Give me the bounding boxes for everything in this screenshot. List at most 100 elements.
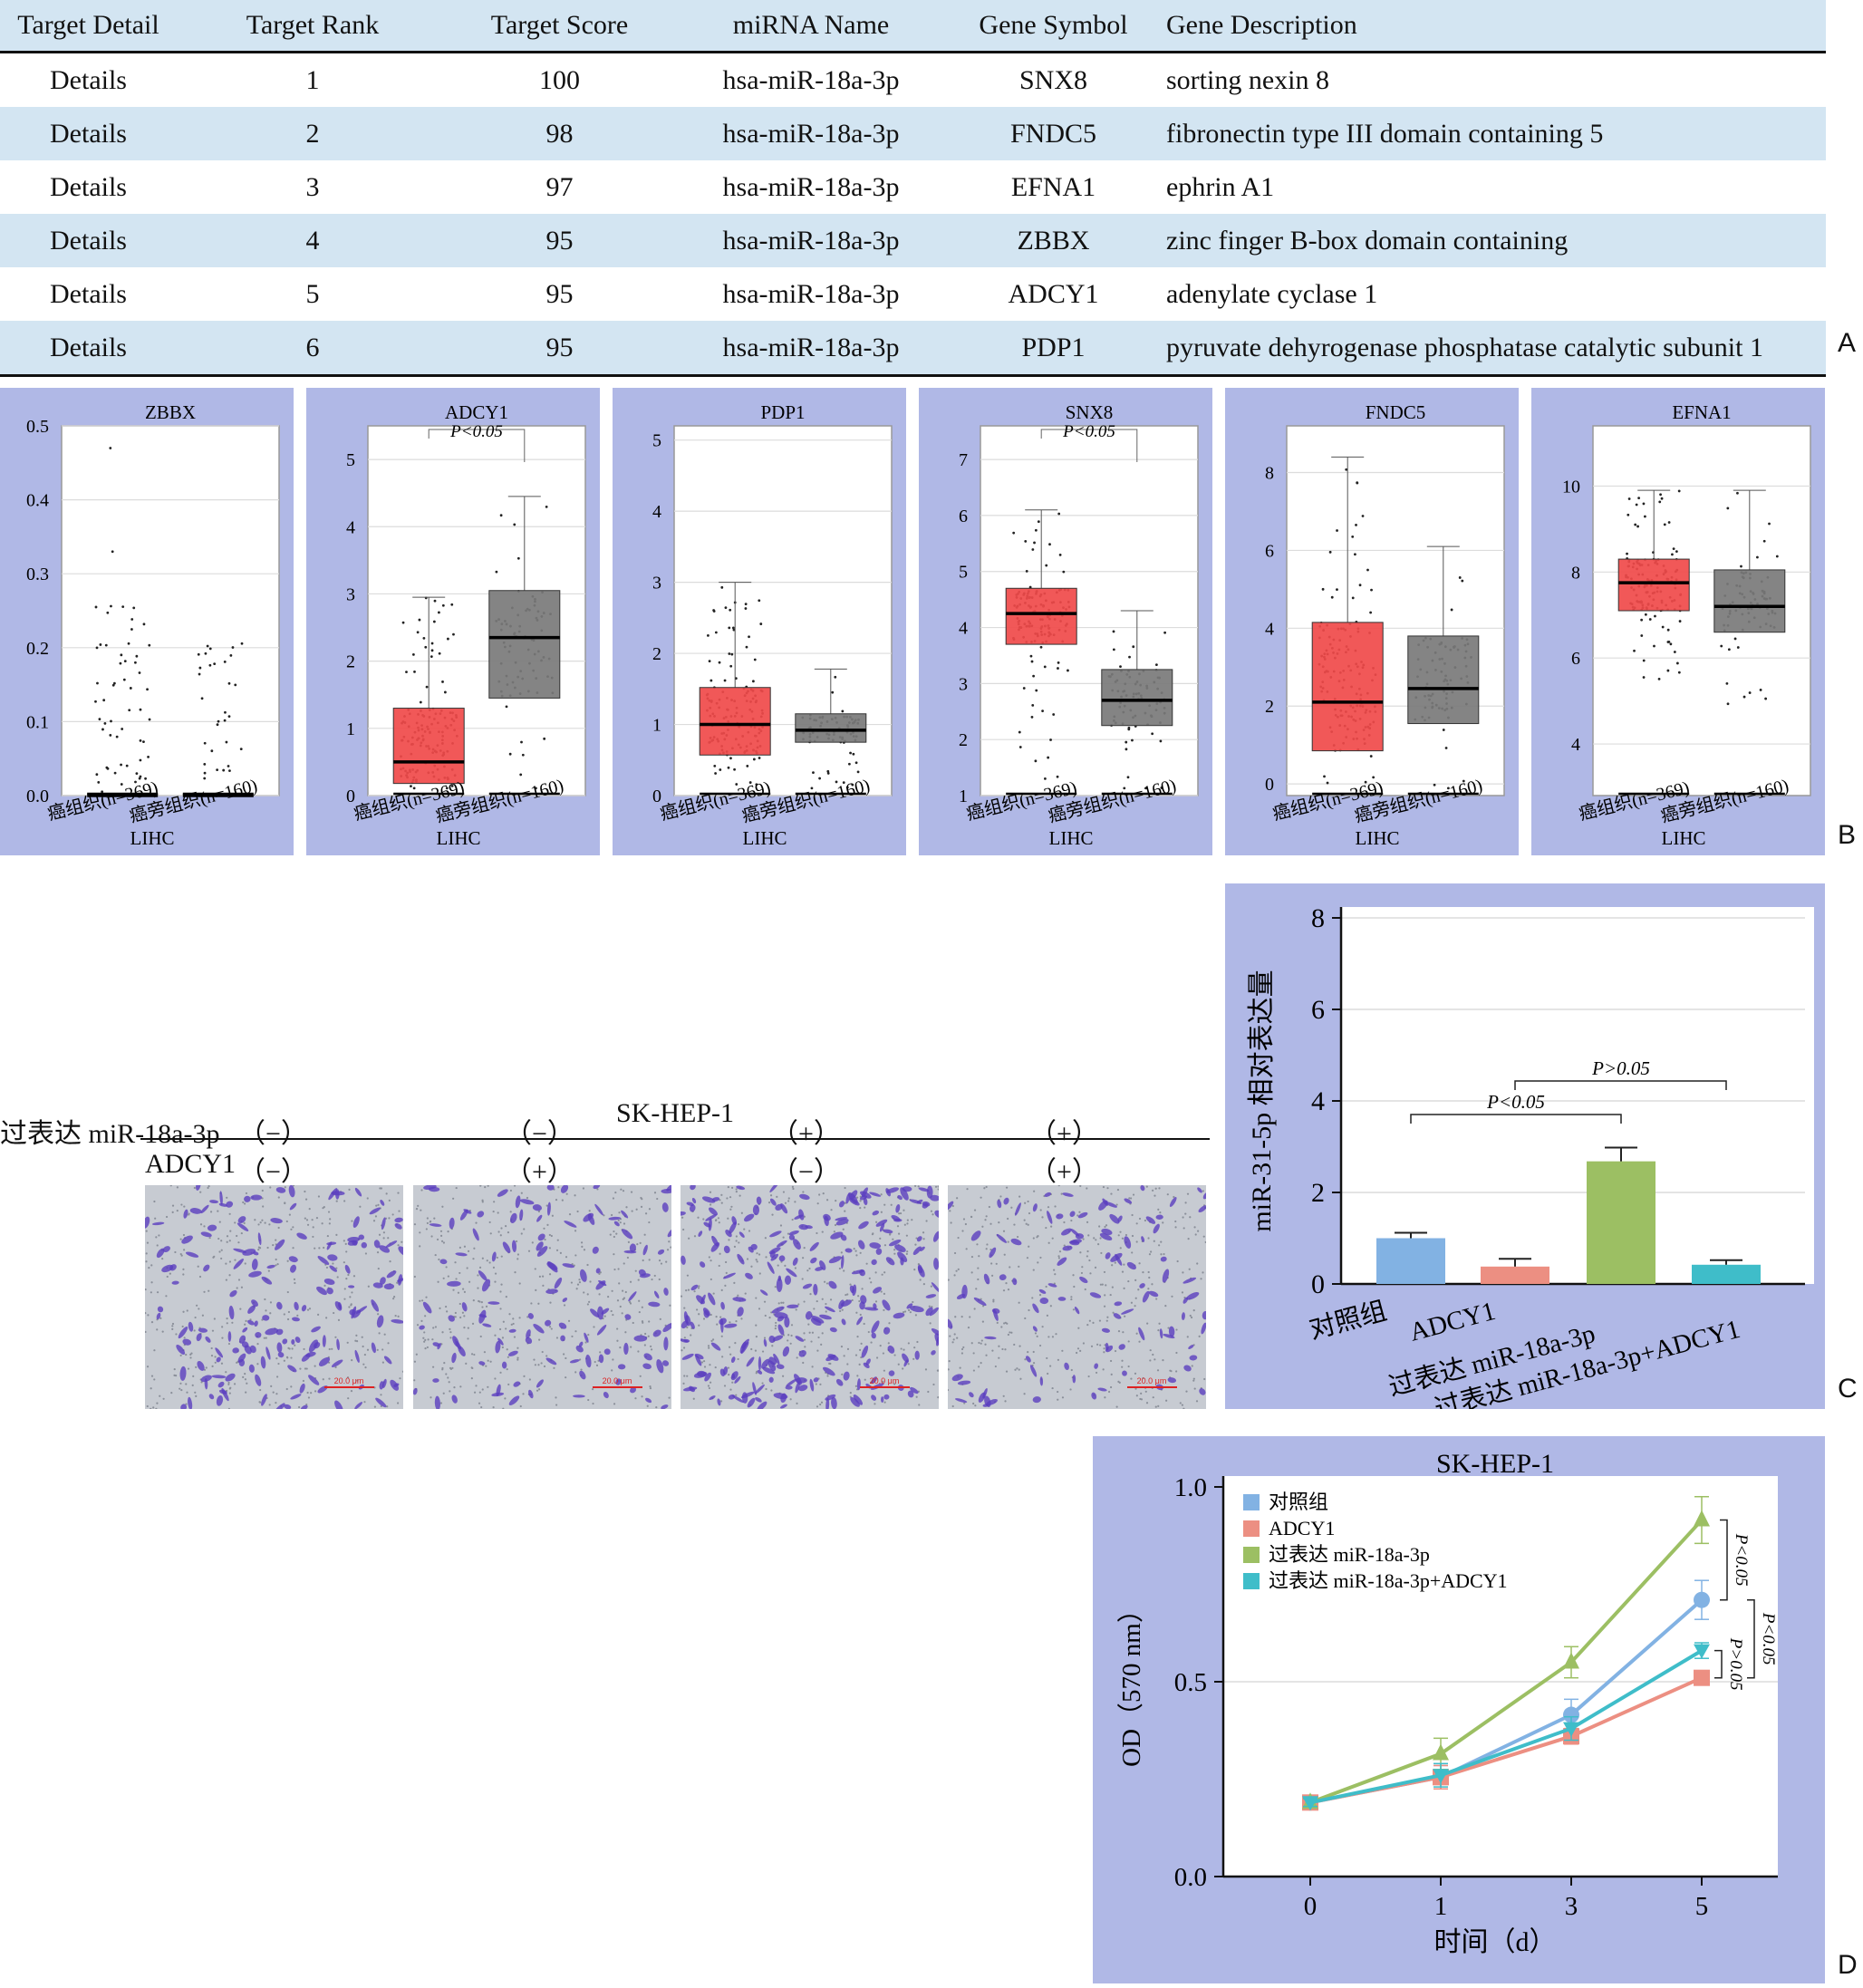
stained-cell — [784, 1316, 790, 1328]
data-point — [198, 672, 201, 676]
pore — [227, 1381, 230, 1385]
table-cell[interactable]: Details — [0, 214, 177, 267]
stained-cell — [221, 1387, 229, 1402]
table-cell[interactable]: Details — [0, 321, 177, 377]
stained-cell — [352, 1216, 360, 1228]
pore — [631, 1210, 633, 1212]
stained-cell — [211, 1375, 227, 1379]
table-row: Details 4 95 hsa-miR-18a-3p ZBBX zinc finger … — [0, 214, 1826, 267]
stained-cell — [784, 1275, 792, 1286]
stained-cell — [472, 1228, 479, 1241]
pore — [715, 1219, 718, 1221]
pore — [613, 1268, 616, 1271]
pore — [1115, 1405, 1118, 1408]
pore — [442, 1392, 445, 1394]
data-point — [119, 661, 122, 665]
data-point — [203, 741, 207, 745]
pore — [145, 1330, 147, 1334]
stained-cell — [1139, 1283, 1145, 1288]
data-point — [1637, 497, 1641, 500]
pore — [283, 1313, 285, 1316]
pore — [512, 1317, 515, 1320]
stained-cell — [1145, 1216, 1156, 1224]
pore — [226, 1235, 229, 1238]
table-cell[interactable]: Details — [50, 171, 127, 202]
pore — [922, 1231, 925, 1234]
pore — [541, 1275, 545, 1278]
stained-cell — [228, 1305, 235, 1320]
y-axis-label: OD（570 nm） — [1117, 1597, 1146, 1767]
pore — [391, 1213, 394, 1216]
pore — [1121, 1359, 1124, 1362]
pore — [433, 1217, 436, 1220]
pore — [937, 1185, 939, 1188]
pore — [1130, 1377, 1133, 1380]
pore — [294, 1344, 296, 1346]
box-plot-svg: ZBBX0.00.10.20.30.40.5癌组织(n=369)癌旁组织(n=1… — [26, 401, 280, 849]
data-point — [1736, 646, 1740, 649]
table-cell[interactable]: Details — [50, 278, 127, 309]
stained-cell — [495, 1340, 501, 1354]
pore — [758, 1308, 761, 1310]
stained-cell — [895, 1203, 901, 1213]
data-point — [1742, 695, 1746, 699]
stained-cell — [536, 1379, 544, 1388]
pore — [264, 1298, 266, 1301]
data-point — [113, 771, 117, 775]
pore — [463, 1315, 466, 1317]
pore — [611, 1213, 613, 1217]
pore — [870, 1341, 873, 1344]
pore — [898, 1212, 901, 1215]
pore — [1135, 1240, 1138, 1243]
stained-cell — [545, 1319, 552, 1327]
pore — [434, 1253, 437, 1257]
pore — [335, 1267, 338, 1269]
data-point — [239, 748, 243, 751]
series-line — [1309, 1519, 1704, 1805]
pore — [1086, 1187, 1088, 1190]
pore — [174, 1250, 177, 1254]
pore — [481, 1306, 484, 1308]
pore — [728, 1239, 730, 1241]
pore — [1086, 1221, 1089, 1223]
stained-cell — [771, 1306, 785, 1314]
pore — [226, 1317, 228, 1320]
data-point — [95, 773, 99, 777]
pore — [789, 1342, 792, 1345]
pore — [912, 1357, 915, 1360]
pore — [621, 1312, 623, 1315]
y-tick-label: 0.2 — [26, 639, 49, 659]
pore — [1123, 1287, 1125, 1289]
pore — [731, 1186, 734, 1190]
table-cell[interactable]: Details — [0, 107, 177, 160]
pore — [1094, 1266, 1097, 1269]
pore — [334, 1366, 337, 1369]
pore — [995, 1262, 998, 1265]
stained-cell — [661, 1202, 669, 1212]
stained-cell — [737, 1307, 744, 1317]
pore — [420, 1319, 423, 1322]
table-cell[interactable]: Details — [50, 64, 127, 95]
data-point — [1563, 1722, 1579, 1737]
pore — [1155, 1298, 1158, 1300]
data-point — [94, 700, 97, 703]
stained-cell — [1167, 1377, 1177, 1384]
pore — [592, 1402, 594, 1405]
stained-cell — [793, 1239, 801, 1250]
pore — [262, 1205, 265, 1208]
pore — [924, 1368, 928, 1371]
data-point — [1675, 661, 1679, 665]
stained-cell — [769, 1250, 776, 1259]
data-point — [1673, 651, 1676, 653]
pore — [687, 1288, 690, 1291]
pore — [954, 1316, 957, 1318]
stained-cell — [236, 1222, 249, 1231]
stained-cell — [361, 1241, 367, 1249]
stained-cell — [391, 1319, 403, 1324]
pore — [459, 1385, 462, 1388]
stained-cell — [825, 1397, 830, 1409]
table-cell: 95 — [545, 278, 574, 309]
pore — [727, 1366, 730, 1369]
pore — [1092, 1321, 1095, 1324]
data-point — [1125, 740, 1128, 744]
